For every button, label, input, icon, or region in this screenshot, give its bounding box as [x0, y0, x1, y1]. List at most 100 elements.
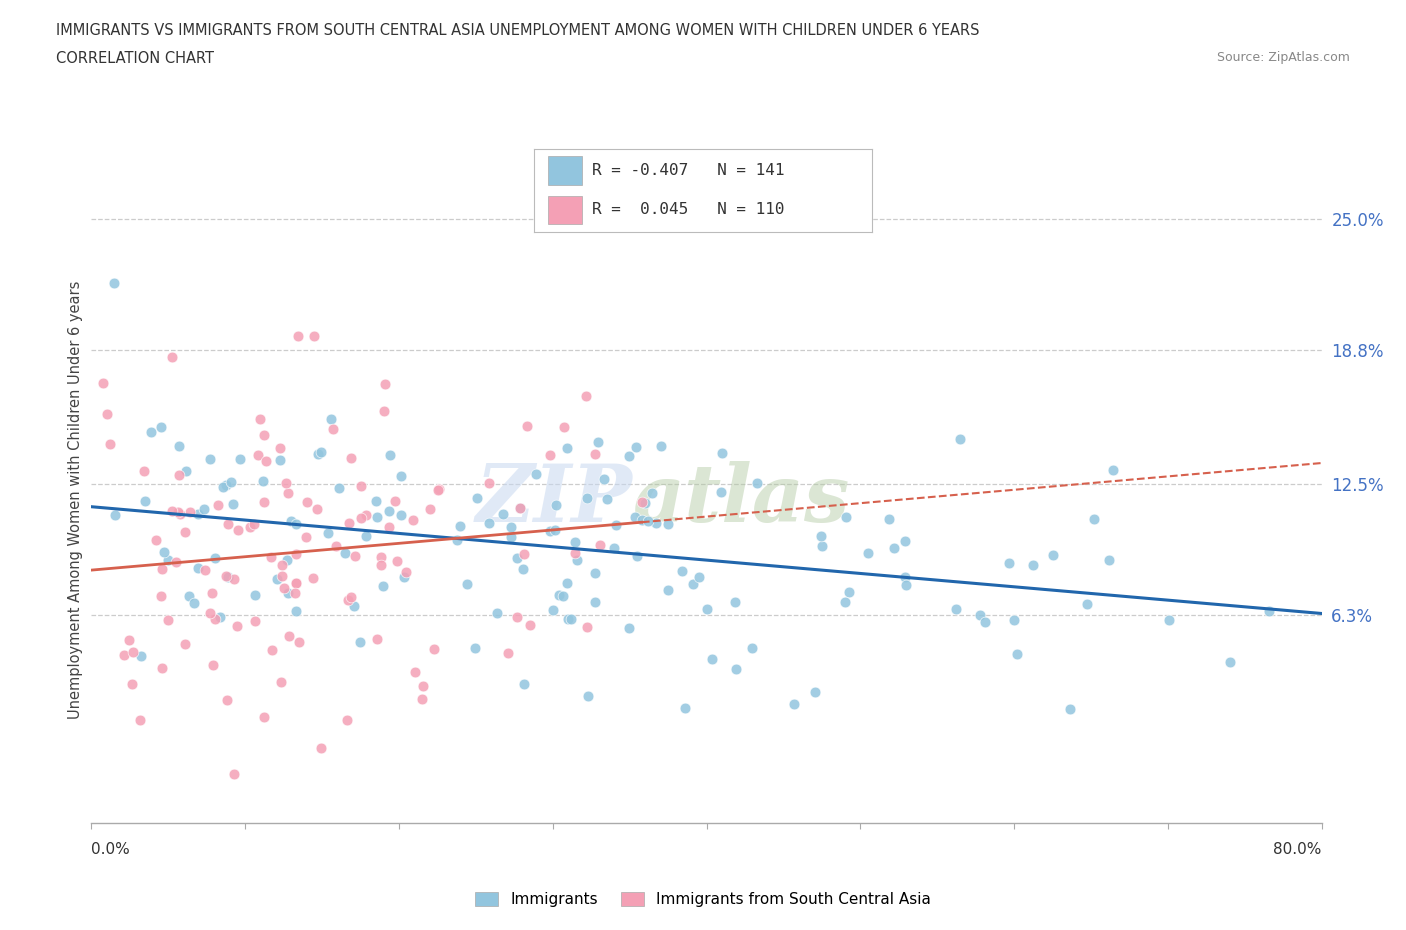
Point: [553, 419, 575, 434]
Point: [1083, 512, 1105, 526]
Point: [98, 437, 121, 452]
Point: [541, 603, 564, 618]
Point: [553, 589, 575, 604]
Point: [602, 541, 624, 556]
Point: [702, 652, 724, 667]
Point: [307, 446, 329, 461]
Point: [583, 595, 606, 610]
Point: [284, 604, 307, 618]
Point: [835, 510, 858, 525]
Point: [856, 546, 879, 561]
Point: [1219, 655, 1241, 670]
Point: [1076, 597, 1098, 612]
Point: [389, 507, 412, 522]
Point: [356, 529, 378, 544]
Point: [412, 679, 434, 694]
Point: [217, 516, 239, 531]
Point: [284, 586, 307, 601]
Point: [404, 664, 426, 679]
Point: [274, 475, 297, 490]
Point: [219, 474, 242, 489]
Point: [506, 609, 529, 624]
Point: [423, 642, 446, 657]
Point: [256, 453, 278, 468]
Point: [945, 602, 967, 617]
Point: [973, 615, 995, 630]
Point: [309, 445, 332, 459]
Point: [285, 547, 308, 562]
Point: [593, 472, 616, 487]
Point: [118, 633, 141, 648]
Point: [215, 478, 238, 493]
Point: [304, 328, 326, 343]
Point: [1159, 612, 1181, 627]
Point: [575, 388, 598, 403]
Point: [969, 608, 991, 623]
Point: [617, 621, 640, 636]
Point: [499, 520, 522, 535]
Point: [239, 520, 262, 535]
Point: [208, 610, 231, 625]
Point: [204, 551, 226, 565]
Point: [288, 635, 311, 650]
Point: [177, 589, 200, 604]
Point: [811, 538, 834, 553]
Point: [187, 506, 209, 521]
Point: [617, 448, 640, 463]
Point: [392, 569, 415, 584]
Point: [724, 594, 747, 609]
Point: [657, 516, 679, 531]
Point: [287, 328, 309, 343]
Point: [803, 685, 825, 700]
Point: [548, 588, 571, 603]
Point: [378, 520, 401, 535]
Point: [174, 637, 197, 652]
Point: [160, 350, 183, 365]
Point: [297, 495, 319, 510]
Point: [449, 519, 471, 534]
Point: [389, 469, 412, 484]
Point: [325, 538, 347, 553]
Point: [374, 377, 396, 392]
Point: [589, 538, 612, 552]
Point: [583, 566, 606, 581]
Point: [252, 474, 274, 489]
Point: [1258, 604, 1281, 618]
Point: [198, 605, 221, 620]
Legend: Immigrants, Immigrants from South Central Asia: Immigrants, Immigrants from South Centra…: [470, 885, 936, 913]
Point: [270, 568, 292, 583]
Point: [366, 631, 388, 646]
Point: [492, 507, 515, 522]
Point: [1002, 612, 1025, 627]
Point: [322, 421, 344, 436]
Point: [710, 445, 733, 460]
Point: [340, 450, 363, 465]
Point: [339, 590, 361, 604]
Point: [546, 498, 568, 512]
Point: [162, 504, 184, 519]
Point: [226, 618, 249, 633]
Point: [385, 554, 408, 569]
Text: atlas: atlas: [633, 461, 851, 538]
Point: [783, 697, 806, 711]
Y-axis label: Unemployment Among Women with Children Under 6 years: Unemployment Among Women with Children U…: [67, 281, 83, 719]
Point: [150, 661, 173, 676]
Point: [165, 555, 187, 570]
Text: 80.0%: 80.0%: [1274, 842, 1322, 857]
Point: [373, 404, 395, 418]
Point: [319, 411, 342, 426]
Point: [309, 741, 332, 756]
Point: [634, 496, 657, 511]
Point: [1007, 647, 1029, 662]
Point: [271, 557, 294, 572]
Point: [724, 661, 747, 676]
Point: [174, 525, 197, 539]
Point: [395, 565, 418, 580]
Point: [336, 593, 359, 608]
Point: [586, 434, 609, 449]
Text: R =  0.045   N = 110: R = 0.045 N = 110: [592, 202, 785, 217]
Point: [516, 418, 538, 433]
Point: [1102, 462, 1125, 477]
Point: [343, 549, 366, 564]
Point: [260, 643, 283, 658]
